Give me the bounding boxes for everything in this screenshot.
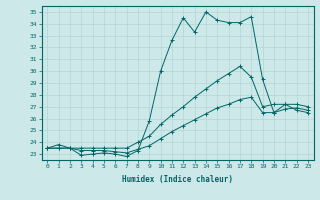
X-axis label: Humidex (Indice chaleur): Humidex (Indice chaleur) — [122, 175, 233, 184]
